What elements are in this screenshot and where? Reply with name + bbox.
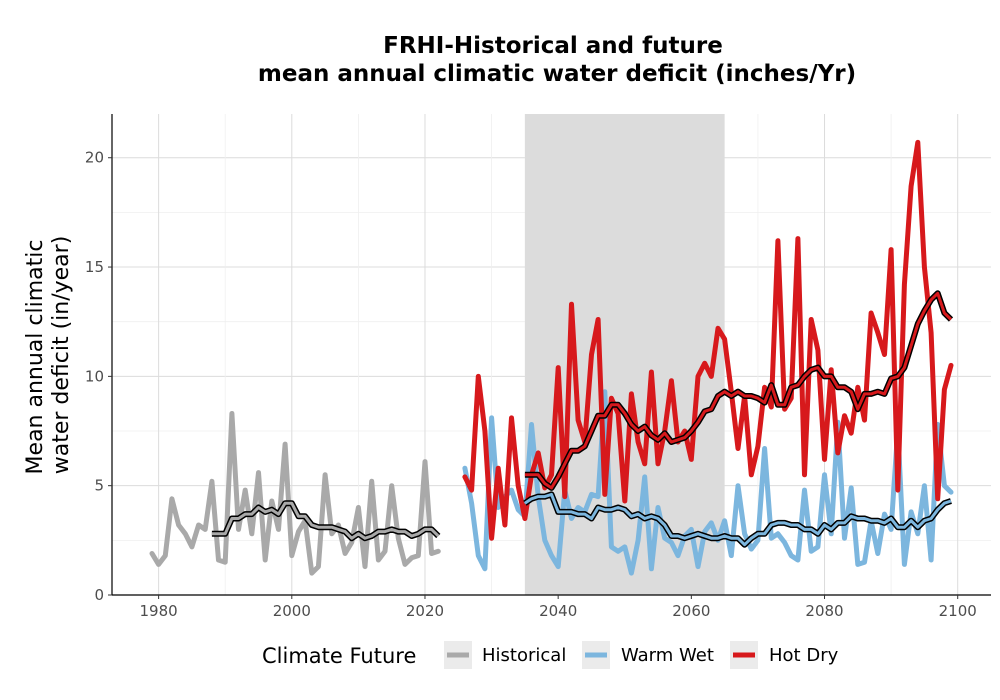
series-line-warm-wet-10-yr-rolling-mean: [523, 491, 952, 548]
plot-area: 1980 2000 2020 2040 2060 2080 2100 0 5 10 15 20: [85, 114, 991, 620]
legend-label-hot-dry: Hot Dry: [769, 645, 839, 666]
series-line-hot-dry-10-yr-rolling-mean: [524, 290, 954, 491]
series-lines: [149, 139, 954, 576]
y-axis-title: Mean annual climatic water deficit (in/y…: [23, 236, 74, 475]
y-tick-label: 10: [85, 367, 104, 385]
chart-title-line-2: mean annual climatic water deficit (inch…: [258, 61, 856, 87]
y-axis-title-line-2: water deficit (in/year): [49, 236, 74, 475]
legend-title: Climate Future: [262, 644, 416, 668]
legend-label-warm-wet: Warm Wet: [621, 645, 714, 666]
x-tick-label: 2080: [805, 602, 843, 620]
smooth-fill: [211, 501, 440, 540]
chart-title-line-1: FRHI-Historical and future: [383, 33, 723, 59]
shaded-period: [524, 114, 725, 595]
x-tick-label: 2040: [539, 602, 577, 620]
x-tick-label: 2060: [672, 602, 710, 620]
series-line-historical-10-yr-rolling-mean: [211, 500, 441, 542]
series-line-warm-wet: [462, 389, 954, 576]
x-axis-ticks: 1980 2000 2020 2040 2060 2080 2100: [140, 595, 977, 620]
smooth-fill: [524, 492, 952, 547]
y-axis-title-line-1: Mean annual climatic: [23, 240, 48, 475]
y-tick-label: 0: [94, 586, 104, 604]
y-axis-ticks: 0 5 10 15 20: [85, 149, 112, 604]
x-tick-label: 1980: [140, 602, 178, 620]
x-tick-label: 2020: [406, 602, 444, 620]
y-tick-label: 15: [85, 258, 104, 276]
smooth-fill: [524, 291, 953, 490]
y-tick-label: 5: [94, 477, 104, 495]
legend-label-historical: Historical: [482, 645, 566, 666]
legend-item-hot-dry: Hot Dry: [730, 641, 839, 669]
x-tick-label: 2000: [273, 602, 311, 620]
legend: Climate Future Historical Warm Wet Hot D…: [262, 641, 839, 669]
x-tick-label: 2100: [939, 602, 977, 620]
series-line-historical: [149, 411, 441, 576]
legend-item-warm-wet: Warm Wet: [582, 641, 714, 669]
y-tick-label: 20: [85, 149, 104, 167]
legend-item-historical: Historical: [444, 641, 566, 669]
